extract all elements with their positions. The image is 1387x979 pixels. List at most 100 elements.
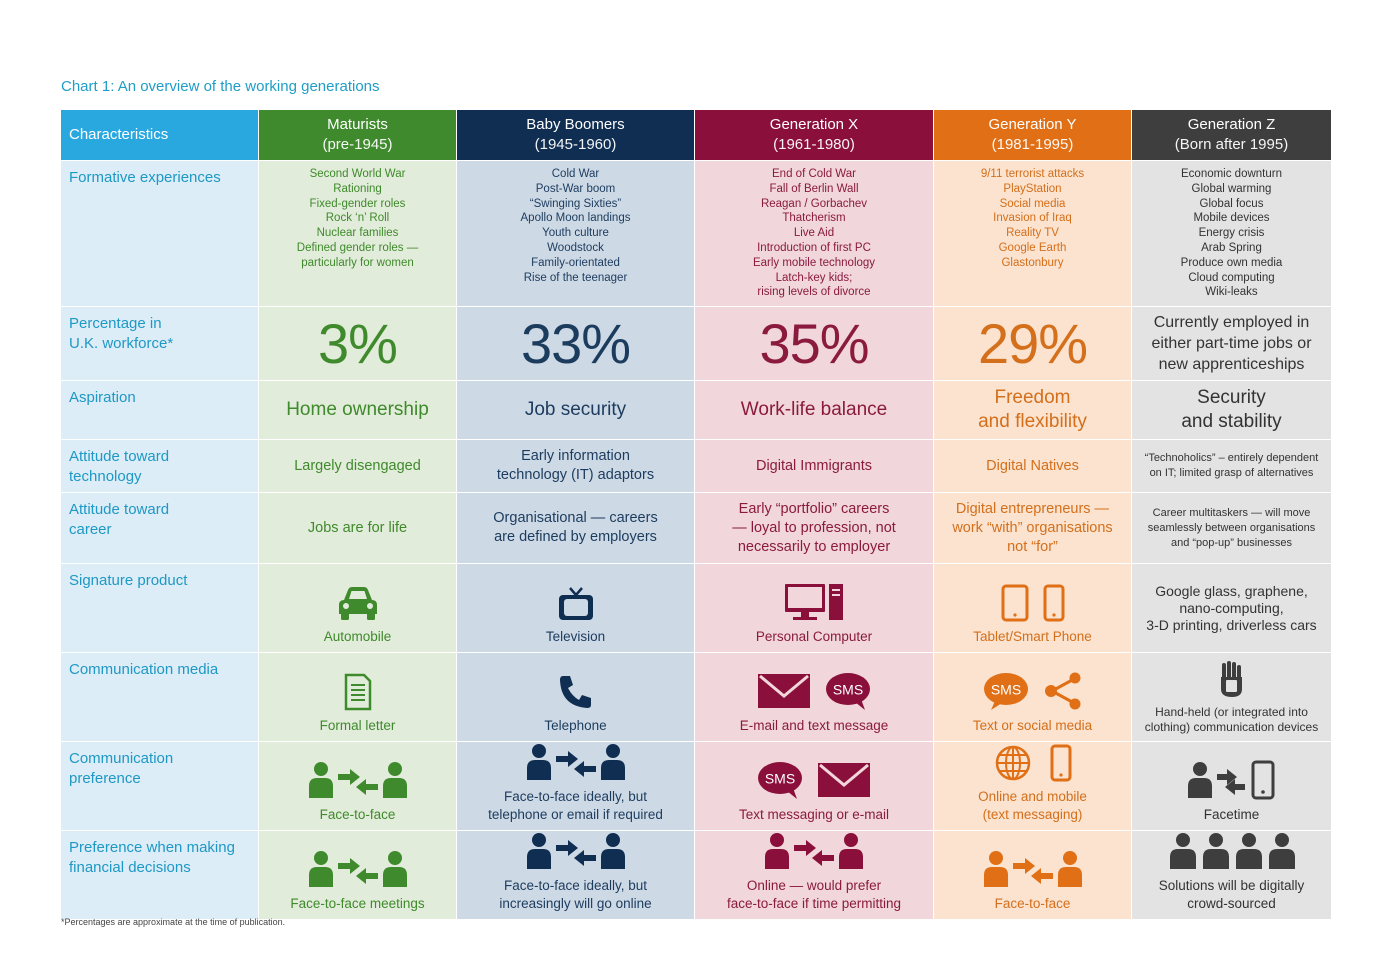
text-line: Cloud computing [1188, 271, 1275, 284]
row-label-percentage: Percentage in U.K. workforce* [61, 307, 258, 380]
career-maturists: Jobs are for life [259, 493, 456, 563]
letter-icon [344, 673, 371, 711]
aspiration-genx: Work-life balance [695, 381, 933, 439]
financial-genx: Online — would prefer face-to-face if tim… [695, 831, 933, 919]
aspiration-maturists: Home ownership [259, 381, 456, 439]
media-boomers: Telephone [457, 653, 694, 741]
product-genz: Google glass, graphene, nano-computing, 3-… [1132, 564, 1331, 652]
text-line: on IT; limited grasp of alternatives [1149, 467, 1314, 479]
technology-boomers: Early information technology (IT) adaptor… [457, 440, 694, 492]
text-line: Google glass, graphene, [1155, 582, 1308, 599]
text-line: Defined gender roles — [296, 241, 419, 254]
formative-maturists: Second World War Rationing Fixed-gender ro… [259, 161, 456, 306]
text-line: Global focus [1199, 197, 1264, 210]
text-line: Wiki-leaks [1205, 286, 1258, 299]
text-line: Live Aid [793, 227, 835, 240]
car-icon [338, 587, 377, 620]
people-exchange-icon [765, 833, 863, 869]
television-icon [558, 587, 593, 620]
text-line: not “for” [1007, 538, 1058, 555]
text-line: rising levels of divorce [757, 286, 871, 299]
text-line: Early “portfolio” careers [738, 500, 890, 517]
text-line: Career multitaskers — will move [1152, 506, 1311, 519]
text-line: Online — would prefer [746, 878, 882, 893]
row-label-media: Communication media [61, 653, 258, 741]
text-line: either part-time jobs or [1151, 335, 1312, 352]
globe-icon [995, 745, 1030, 781]
text-line: Digital entrepreneurs — [955, 500, 1110, 517]
text-line: Currently employed in [1153, 314, 1310, 331]
career-boomers: Organisational — careers are defined by e… [457, 493, 694, 563]
sms-icon: SMS [826, 673, 870, 710]
financial-boomers: Face-to-face ideally, but increasingly wi… [457, 831, 694, 919]
svg-text:SMS: SMS [833, 682, 863, 698]
header-baby-boomers: Baby Boomers (1945-1960) [457, 110, 694, 160]
text-line: are defined by employers [494, 529, 657, 545]
text-line: Fall of Berlin Wall [769, 182, 859, 195]
header-generation-y: Generation Y (1981-1995) [934, 110, 1131, 160]
text-line: necessarily to employer [737, 538, 891, 555]
aspiration-boomers: Job security [457, 381, 694, 439]
text-line: Rationing [333, 182, 382, 195]
header-maturists: Maturists (pre-1945) [259, 110, 456, 160]
formative-geny: 9/11 terrorist attacks PlayStation Social … [934, 161, 1131, 306]
percentage-boomers: 33% [457, 307, 694, 380]
preference-maturists: Face-to-face [259, 742, 456, 830]
preference-boomers: Face-to-face ideally, but telephone or em… [457, 742, 694, 830]
share-icon [1044, 672, 1080, 710]
text-line: Woodstock [547, 241, 604, 254]
text-line: and stability [1181, 411, 1282, 432]
technology-geny: Digital Natives [934, 440, 1131, 492]
text-line: Arab Spring [1201, 241, 1262, 254]
smart-phone-icon [1043, 584, 1064, 622]
text-line: Rock ‘n’ Roll [325, 212, 390, 225]
sms-icon: SMS [758, 762, 802, 799]
computer-icon [785, 584, 843, 620]
product-maturists: Automobile [259, 564, 456, 652]
preference-genx: SMS Text messaging or e-mail [695, 742, 933, 830]
text-line: Cold War [551, 168, 600, 180]
text-line: and flexibility [978, 411, 1087, 432]
text-line: Glastonbury [1001, 256, 1064, 269]
row-label-technology: Attitude toward technology [61, 440, 258, 492]
technology-genx: Digital Immigrants [695, 440, 933, 492]
telephone-icon [559, 676, 591, 708]
chart-title: Chart 1: An overview of the working gene… [61, 78, 380, 95]
financial-geny: Face-to-face [934, 831, 1131, 919]
generations-table: Characteristics Maturists (pre-1945) Bab… [61, 110, 1331, 919]
footnote: *Percentages are approximate at the time… [61, 917, 286, 927]
row-label-formative: Formative experiences [61, 161, 258, 306]
text-line: “Swinging Sixties” [529, 197, 622, 210]
row-label-career: Attitude toward career [61, 493, 258, 563]
text-line: new apprenticeships [1158, 356, 1305, 373]
preference-genz: Facetime [1132, 742, 1331, 830]
financial-genz: Solutions will be digitally crowd-sourced [1132, 831, 1331, 919]
text-line: Youth culture [542, 227, 609, 240]
tablet-icon [1001, 584, 1028, 622]
percentage-maturists: 3% [259, 307, 456, 380]
text-line: Family-orientated [531, 256, 620, 269]
media-geny: SMS Text or social media [934, 653, 1131, 741]
text-line: Global warming [1191, 182, 1272, 195]
text-line: Post-War boom [535, 182, 616, 195]
row-label-preference: Communication preference [61, 742, 258, 830]
text-line: Produce own media [1180, 256, 1283, 269]
percentage-genz: Currently employed in either part-time jo… [1132, 307, 1331, 380]
text-line: nano-computing, [1179, 599, 1284, 616]
text-line: Solutions will be digitally [1158, 878, 1305, 893]
financial-maturists: Face-to-face meetings [259, 831, 456, 919]
aspiration-geny: Freedom and flexibility [934, 381, 1131, 439]
text-line: Face-to-face ideally, but [503, 878, 648, 893]
text-line: Second World War [309, 168, 406, 180]
svg-text:SMS: SMS [765, 771, 795, 787]
text-line: 3-D printing, driverless cars [1146, 616, 1317, 633]
formative-boomers: Cold War Post-War boom “Swinging Sixties” A… [457, 161, 694, 306]
text-line: PlayStation [1003, 182, 1062, 195]
text-line: Hand-held (or integrated into [1155, 705, 1308, 719]
text-line: and “pop-up” businesses [1170, 536, 1293, 549]
media-genx: SMS E-mail and text message [695, 653, 933, 741]
text-line: face-to-face if time permitting [726, 896, 902, 911]
email-icon [818, 763, 870, 797]
technology-maturists: Largely disengaged [259, 440, 456, 492]
text-line: End of Cold War [772, 168, 856, 180]
